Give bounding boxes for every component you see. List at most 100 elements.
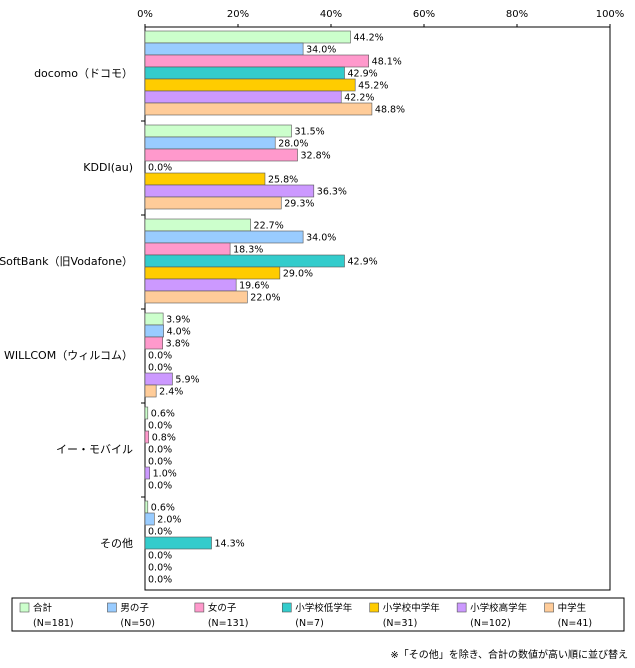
legend-swatch <box>456 602 467 613</box>
bar <box>144 30 351 44</box>
data-label: 32.8% <box>301 151 331 162</box>
bar <box>144 406 149 420</box>
bar <box>144 242 231 256</box>
data-label: 48.1% <box>372 57 402 68</box>
data-label: 0.0% <box>148 481 172 492</box>
data-label: 0.0% <box>148 457 172 468</box>
data-label: 34.0% <box>306 45 336 56</box>
data-label: 48.8% <box>375 105 405 116</box>
bar <box>144 278 237 292</box>
data-label: 18.3% <box>233 245 263 256</box>
data-label: 0.0% <box>148 421 172 432</box>
data-label: 29.3% <box>284 199 314 210</box>
x-tick-label: 60% <box>413 9 435 20</box>
data-label: 0.0% <box>148 163 172 174</box>
bar <box>144 512 155 526</box>
data-label: 1.0% <box>153 469 177 480</box>
category-label: その他 <box>100 537 133 550</box>
legend-label: 男の子 <box>120 603 149 614</box>
legend-swatch <box>19 602 30 613</box>
data-label: 22.7% <box>254 221 284 232</box>
data-label: 4.0% <box>167 327 191 338</box>
bar <box>144 54 369 68</box>
bar <box>144 42 304 56</box>
data-label: 28.0% <box>278 139 308 150</box>
data-label: 22.0% <box>250 293 280 304</box>
x-tick-label: 40% <box>320 9 342 20</box>
data-label: 3.9% <box>166 315 190 326</box>
data-label: 0.0% <box>148 363 172 374</box>
data-label: 0.0% <box>148 445 172 456</box>
legend-label: 女の子 <box>208 602 237 614</box>
legend-swatch <box>107 602 117 613</box>
bar <box>144 66 345 80</box>
legend-label: 中学生 <box>558 602 587 614</box>
data-label: 0.6% <box>151 503 175 514</box>
data-label: 0.0% <box>148 551 172 562</box>
x-tick-label: 0% <box>137 9 153 20</box>
data-label: 5.9% <box>175 375 199 386</box>
data-label: 29.0% <box>283 269 313 280</box>
x-tick-label: 100% <box>596 9 625 20</box>
data-label: 2.4% <box>159 387 183 398</box>
bar <box>144 102 373 116</box>
data-labels: 44.2%34.0%48.1%42.9%45.2%42.2%48.8%31.5%… <box>148 33 405 586</box>
bar <box>144 90 342 104</box>
legend-label: 小学校高学年 <box>470 602 528 614</box>
data-label: 42.2% <box>344 93 374 104</box>
category-label: SoftBank（旧Vodafone） <box>0 255 133 268</box>
bar <box>144 372 173 386</box>
bar <box>144 430 150 444</box>
data-label: 14.3% <box>214 539 244 550</box>
x-axis: 0% 20% 40% 60% 80% 100% <box>137 9 625 591</box>
category-label: イー・モバイル <box>56 443 133 456</box>
category-label: docomo（ドコモ） <box>34 67 133 80</box>
bar <box>144 148 298 162</box>
x-tick-label: 20% <box>227 9 249 20</box>
data-label: 45.2% <box>358 81 388 92</box>
bar <box>144 536 212 550</box>
bar <box>144 336 163 350</box>
legend-n: (N=31) <box>383 618 418 629</box>
data-label: 2.0% <box>157 515 181 526</box>
legend-label: 小学校中学年 <box>383 602 441 614</box>
data-label: 44.2% <box>354 33 384 44</box>
bar <box>144 466 150 480</box>
data-label: 34.0% <box>306 233 336 244</box>
legend-label: 小学校低学年 <box>295 602 353 614</box>
legend-n: (N=181) <box>33 618 74 629</box>
legend-swatch <box>544 602 554 613</box>
data-label: 42.9% <box>347 257 377 268</box>
category-labels: docomo（ドコモ） KDDI(au) SoftBank（旧Vodafone） WI… <box>0 67 133 550</box>
data-label: 0.0% <box>148 575 172 586</box>
data-label: 31.5% <box>294 127 324 138</box>
data-label: 42.9% <box>347 69 377 80</box>
data-label: 25.8% <box>268 175 298 186</box>
bar <box>144 78 356 92</box>
bar <box>144 384 157 398</box>
legend-swatch <box>281 602 292 613</box>
data-label: 0.8% <box>152 433 176 444</box>
bar <box>144 184 315 198</box>
legend-n: (N=50) <box>120 618 155 629</box>
data-label: 36.3% <box>317 187 347 198</box>
bar <box>144 500 149 514</box>
legend: 合計 (N=181) 男の子 (N=50) 女の子 (N=131) 小学校低学年 (N=7) 小… <box>11 597 625 632</box>
category-label: WILLCOM（ウィルコム） <box>4 349 133 362</box>
data-label: 0.0% <box>148 563 172 574</box>
legend-n: (N=7) <box>295 618 324 629</box>
bar <box>144 218 251 232</box>
bar <box>144 172 266 186</box>
data-label: 19.6% <box>239 281 269 292</box>
data-label: 0.0% <box>148 527 172 538</box>
bar <box>144 124 292 138</box>
x-tick-label: 80% <box>506 9 528 20</box>
data-label: 0.6% <box>151 409 175 420</box>
legend-n: (N=41) <box>558 618 593 629</box>
bar <box>144 230 304 244</box>
bars <box>144 30 373 550</box>
data-label: 3.8% <box>166 339 190 350</box>
legend-swatch <box>369 602 380 613</box>
